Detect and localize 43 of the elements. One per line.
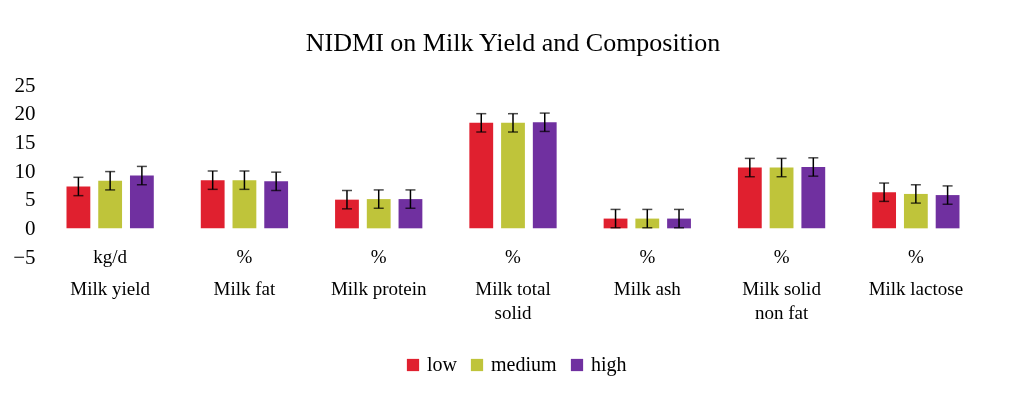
bar <box>903 193 928 229</box>
bar <box>469 122 494 229</box>
bar <box>872 192 897 229</box>
bar <box>935 195 960 229</box>
annotation: % <box>907 246 924 267</box>
bar <box>398 199 423 229</box>
annotation: % <box>773 246 790 267</box>
x-tick-label: Milk protein <box>330 277 427 299</box>
x-tick-label: Milk total solid <box>475 277 551 323</box>
annotation: kg/d <box>93 246 128 267</box>
bar <box>501 122 525 229</box>
y-tick-label: 5 <box>25 187 36 212</box>
annotation: % <box>639 246 656 267</box>
bar <box>200 180 225 229</box>
y-tick-label: 10 <box>14 158 36 183</box>
legend-label: high <box>591 353 627 376</box>
legend-label: medium <box>491 353 557 375</box>
annotation: % <box>236 246 253 267</box>
bar <box>769 167 794 229</box>
bar <box>737 167 762 229</box>
annotation: % <box>370 246 387 267</box>
x-tick-label: Milk fat <box>213 277 277 299</box>
bar <box>264 181 289 229</box>
y-tick-label: 20 <box>14 101 36 126</box>
legend-label: low <box>427 353 458 375</box>
chart-title: NIDMI on Milk Yield and Composition <box>305 28 721 57</box>
bar <box>129 175 154 229</box>
annotation: % <box>505 246 522 267</box>
bar <box>366 199 391 229</box>
x-tick-label: Milk yield <box>70 277 151 299</box>
y-tick-label: 0 <box>25 215 36 240</box>
y-tick-label: −5 <box>13 244 36 269</box>
x-tick-label: Milk lactose <box>868 277 964 299</box>
x-tick-label: Milk solid non fat <box>742 277 822 323</box>
bar <box>801 166 826 229</box>
bar <box>66 186 91 229</box>
bar <box>335 199 359 229</box>
y-tick-label: 25 <box>14 72 36 97</box>
y-tick-label: 15 <box>14 129 36 154</box>
x-tick-label: Milk ash <box>613 277 682 299</box>
bar <box>98 180 123 229</box>
bar <box>232 180 257 229</box>
bar <box>532 122 557 229</box>
